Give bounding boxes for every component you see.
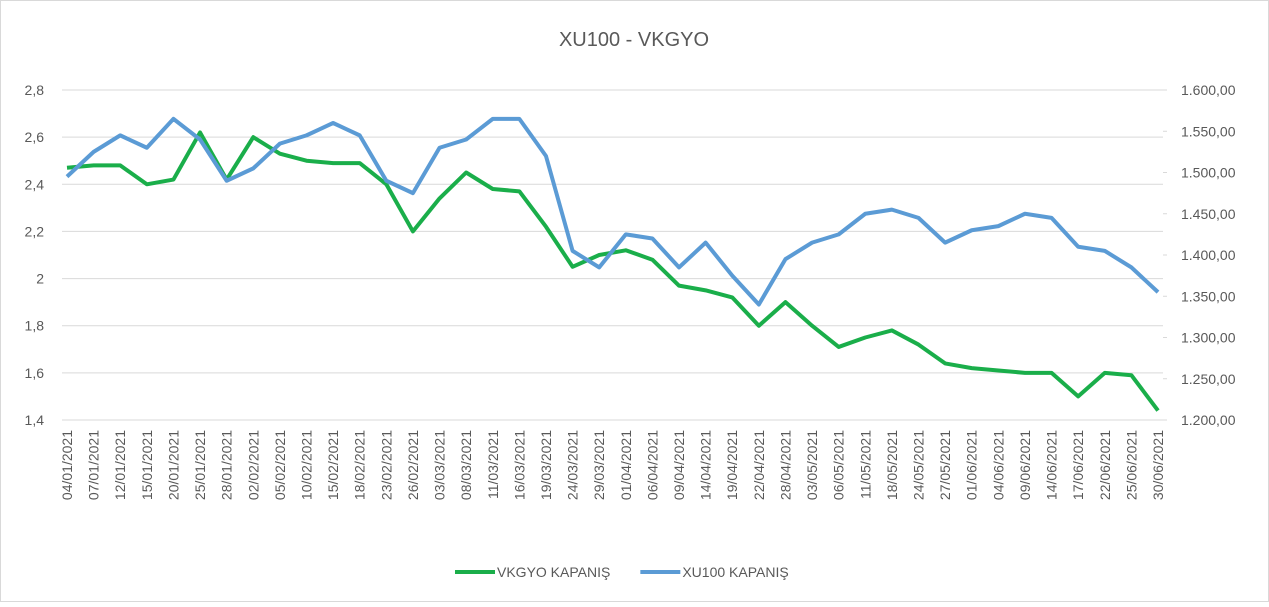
y2-tick-label: 1.250,00 [1181,371,1236,387]
x-tick-label: 05/02/2021 [272,430,288,500]
y-tick-label: 2,2 [25,223,45,239]
x-tick-label: 12/01/2021 [112,430,128,500]
x-tick-label: 06/05/2021 [831,430,847,500]
y-tick-label: 1,8 [25,318,45,334]
x-tick-label: 18/05/2021 [884,430,900,500]
x-tick-label: 15/01/2021 [139,430,155,500]
y-tick-label: 2,6 [25,129,45,145]
x-tick-label: 16/03/2021 [511,430,527,500]
y-tick-label: 2 [36,271,44,287]
x-tick-label: 01/06/2021 [964,430,980,500]
x-tick-label: 22/06/2021 [1097,430,1113,500]
x-tick-label: 28/01/2021 [219,430,235,500]
x-tick-label: 23/02/2021 [378,430,394,500]
x-tick-label: 06/04/2021 [644,430,660,500]
x-tick-label: 19/04/2021 [724,430,740,500]
x-tick-label: 28/04/2021 [777,430,793,500]
x-tick-label: 07/01/2021 [86,430,102,500]
x-tick-label: 29/03/2021 [591,430,607,500]
x-tick-label: 20/01/2021 [165,430,181,500]
y2-tick-label: 1.450,00 [1181,206,1236,222]
x-tick-label: 08/03/2021 [458,430,474,500]
x-tick-label: 10/02/2021 [298,430,314,500]
y2-tick-label: 1.300,00 [1181,330,1236,346]
series-line [65,116,1160,307]
x-tick-label: 04/06/2021 [990,430,1006,500]
y2-tick-label: 1.500,00 [1181,165,1236,181]
x-tick-label: 24/05/2021 [911,430,927,500]
x-tick-label: 22/04/2021 [751,430,767,500]
y2-tick-label: 1.550,00 [1181,123,1236,139]
x-tick-label: 02/02/2021 [245,430,261,500]
x-tick-label: 03/03/2021 [432,430,448,500]
y-tick-label: 2,4 [25,176,45,192]
y2-tick-label: 1.200,00 [1181,412,1236,428]
y2-tick-label: 1.350,00 [1181,288,1236,304]
x-tick-label: 03/05/2021 [804,430,820,500]
legend-label: XU100 KAPANIŞ [682,564,788,580]
x-tick-label: 09/04/2021 [671,430,687,500]
chart-title: XU100 - VKGYO [559,29,709,51]
x-tick-label: 24/03/2021 [565,430,581,500]
x-tick-label: 01/04/2021 [618,430,634,500]
y-tick-label: 1,4 [25,412,45,428]
x-tick-label: 27/05/2021 [937,430,953,500]
x-tick-label: 15/02/2021 [325,430,341,500]
x-tick-label: 11/03/2021 [485,430,501,499]
y-tick-label: 1,6 [25,365,45,381]
x-tick-label: 25/01/2021 [192,430,208,500]
y2-tick-label: 1.600,00 [1181,82,1236,98]
legend-label: VKGYO KAPANIŞ [497,564,610,580]
x-tick-label: 19/03/2021 [538,430,554,500]
y-tick-label: 2,8 [25,82,45,98]
x-tick-label: 25/06/2021 [1123,430,1139,500]
x-tick-label: 17/06/2021 [1070,430,1086,500]
x-tick-label: 14/04/2021 [698,430,714,500]
x-tick-label: 11/05/2021 [857,430,873,499]
y2-tick-label: 1.400,00 [1181,247,1236,263]
x-tick-label: 30/06/2021 [1150,430,1166,500]
x-tick-label: 09/06/2021 [1017,430,1033,500]
x-tick-label: 14/06/2021 [1044,430,1060,500]
x-tick-label: 04/01/2021 [59,430,75,500]
x-tick-label: 26/02/2021 [405,430,421,500]
x-tick-label: 18/02/2021 [352,430,368,500]
